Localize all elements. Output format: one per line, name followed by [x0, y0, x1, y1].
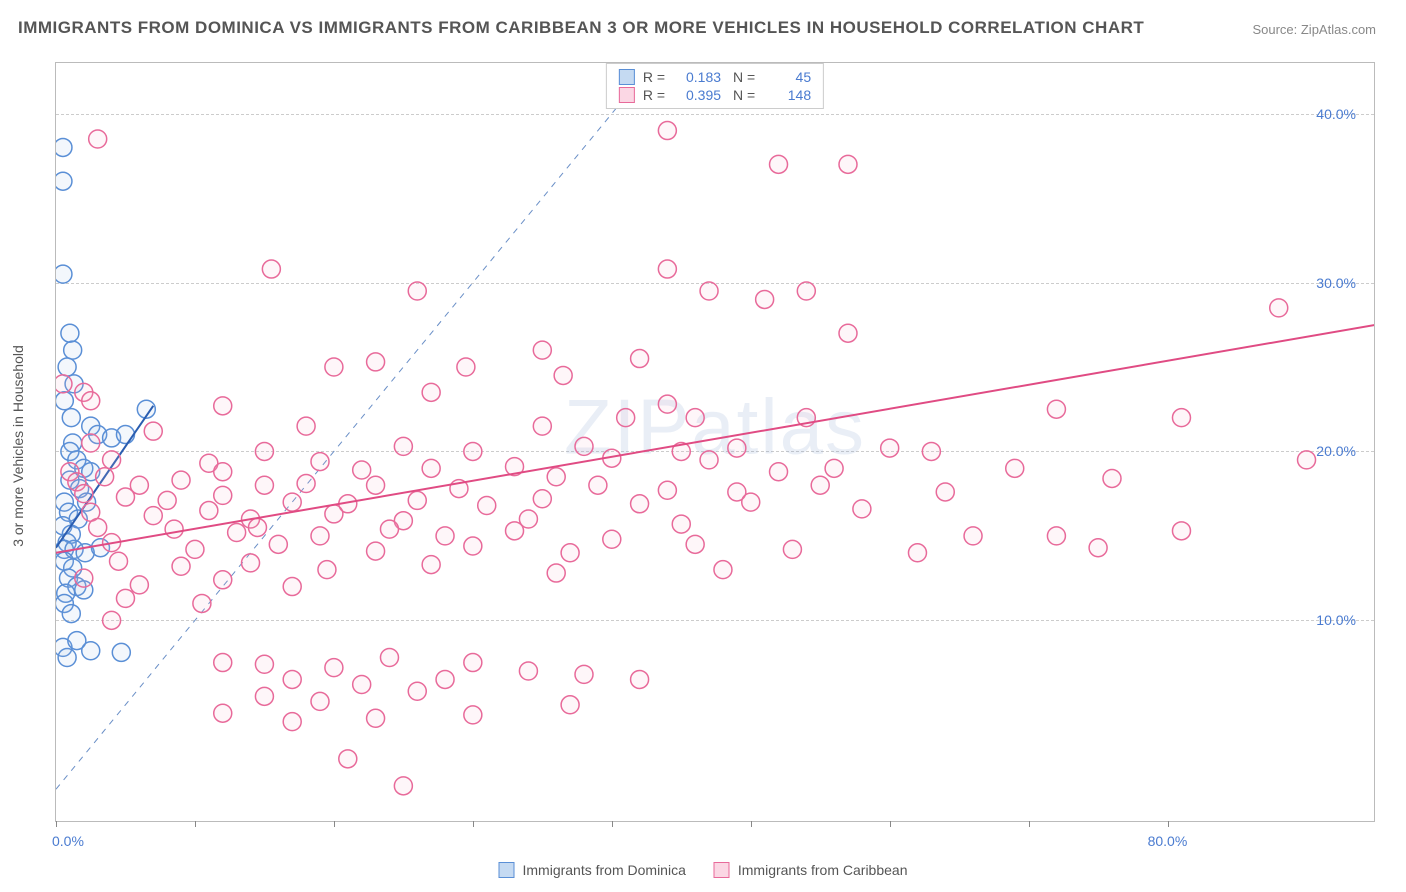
- legend-n-dominica: 45: [763, 69, 811, 85]
- legend-bottom-label: Immigrants from Caribbean: [738, 862, 908, 878]
- legend-row-caribbean: R = 0.395 N = 148: [619, 86, 811, 104]
- swatch-caribbean: [619, 87, 635, 103]
- plot-svg: [56, 63, 1374, 821]
- x-tick-label: 0.0%: [52, 833, 84, 849]
- x-tick: [334, 821, 335, 827]
- swatch-dominica: [619, 69, 635, 85]
- x-tick: [56, 821, 57, 827]
- plot-area: ZIPatlas R = 0.183 N = 45 R = 0.395 N = …: [55, 62, 1375, 822]
- legend-r-caribbean: 0.395: [673, 87, 721, 103]
- legend-bottom-label: Immigrants from Dominica: [523, 862, 686, 878]
- swatch-dominica: [499, 862, 515, 878]
- x-tick: [612, 821, 613, 827]
- legend-n-label: N =: [729, 87, 755, 103]
- y-axis-label: 3 or more Vehicles in Household: [10, 345, 26, 547]
- x-tick: [1168, 821, 1169, 827]
- x-tick: [195, 821, 196, 827]
- legend-r-dominica: 0.183: [673, 69, 721, 85]
- legend-top: R = 0.183 N = 45 R = 0.395 N = 148: [606, 63, 824, 109]
- legend-n-caribbean: 148: [763, 87, 811, 103]
- swatch-caribbean: [714, 862, 730, 878]
- legend-n-label: N =: [729, 69, 755, 85]
- x-tick: [751, 821, 752, 827]
- legend-row-dominica: R = 0.183 N = 45: [619, 68, 811, 86]
- x-tick: [890, 821, 891, 827]
- x-tick-label: 80.0%: [1148, 833, 1188, 849]
- legend-r-label: R =: [643, 87, 665, 103]
- legend-bottom: Immigrants from Dominica Immigrants from…: [499, 862, 908, 878]
- x-tick: [473, 821, 474, 827]
- chart-title: IMMIGRANTS FROM DOMINICA VS IMMIGRANTS F…: [18, 18, 1144, 38]
- legend-bottom-dominica: Immigrants from Dominica: [499, 862, 686, 878]
- chart-source: Source: ZipAtlas.com: [1252, 22, 1376, 37]
- x-tick: [1029, 821, 1030, 827]
- legend-r-label: R =: [643, 69, 665, 85]
- legend-bottom-caribbean: Immigrants from Caribbean: [714, 862, 908, 878]
